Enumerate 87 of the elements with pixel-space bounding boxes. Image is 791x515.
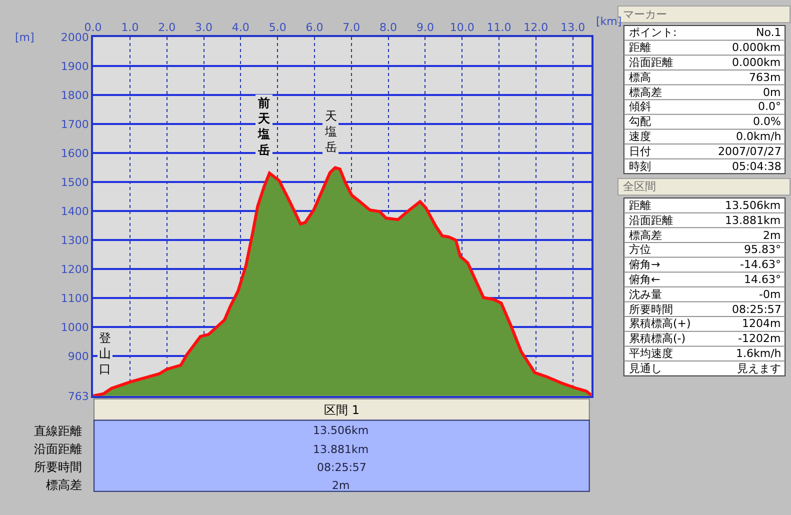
text: 全区間 (623, 180, 656, 193)
text: 所要時間 (629, 303, 673, 316)
x-tick-label: 5.0 (268, 20, 286, 34)
text: 0m (763, 86, 781, 99)
text: 13.881km (725, 214, 781, 227)
text: 0.000km (732, 56, 781, 69)
text: 13.506km (313, 424, 369, 437)
y-tick-label: 2000 (60, 31, 89, 44)
text: 13.506km (725, 199, 781, 212)
y-tick-label: 1100 (60, 292, 89, 306)
text: 方位 (629, 243, 651, 256)
y-tick-label: 763 (68, 390, 89, 403)
y-tick-label: 1000 (60, 321, 89, 334)
y-tick-label: 1600 (60, 147, 89, 160)
x-tick-label: 1.0 (121, 20, 139, 34)
text: 沿面距離 (629, 56, 673, 69)
text: 2m (763, 229, 781, 242)
text: 沈み量 (629, 288, 662, 301)
text: マーカー (623, 8, 667, 21)
text: ポイント: (629, 26, 677, 39)
x-axis-title: [km] (596, 15, 622, 28)
text: 区間 1 (324, 403, 360, 417)
y-axis-title: [m] (15, 31, 34, 44)
text: 見えます (737, 362, 781, 375)
text: 勾配 (629, 115, 651, 128)
text: 見通し (629, 362, 662, 375)
text: 0.000km (732, 41, 781, 54)
x-tick-label: 9.0 (416, 20, 434, 34)
text: 2007/07/27 (718, 145, 782, 158)
y-tick-label: 1200 (60, 263, 89, 276)
text: 95.83° (744, 243, 781, 256)
text: No.1 (756, 26, 782, 39)
text: 0.0km/h (736, 130, 782, 143)
text: 沿面距離 (629, 214, 673, 227)
text: 1204m (742, 317, 781, 330)
y-tick-label: 1300 (60, 234, 89, 248)
text: 標高差 (629, 229, 662, 242)
y-tick-label: 1500 (60, 176, 89, 190)
text: 0.0% (753, 115, 781, 128)
x-tick-label: 8.0 (380, 20, 398, 34)
text: 1.6km/h (736, 347, 782, 360)
text: 日付 (629, 145, 651, 158)
x-tick-label: 13.0 (560, 20, 586, 34)
x-tick-label: 11.0 (486, 20, 512, 34)
text: 標高差 (46, 478, 82, 492)
text: 累積標高(+) (629, 317, 691, 330)
text: 傾斜 (629, 100, 651, 113)
annotation: 前天塩岳 (257, 96, 271, 157)
text: 14.63° (744, 273, 781, 286)
text: 沿面距離 (34, 442, 82, 456)
text: 所要時間 (34, 460, 82, 474)
x-tick-label: 6.0 (306, 20, 324, 34)
text: 俯角← (629, 273, 660, 286)
x-tick-label: 2.0 (158, 20, 176, 34)
text: 累積標高(-) (629, 332, 686, 345)
text: 俯角→ (629, 258, 660, 271)
annotation: 天塩岳 (324, 109, 337, 154)
x-tick-label: 10.0 (450, 20, 474, 34)
x-tick-label: 0.0 (84, 20, 102, 34)
text: 時刻 (629, 160, 651, 173)
text: 08:25:57 (317, 461, 366, 474)
text: 距離 (629, 41, 651, 54)
x-tick-label: 12.0 (524, 20, 548, 34)
y-tick-label: 1800 (60, 89, 89, 102)
text: 05:04:38 (732, 160, 782, 173)
y-tick-label: 1900 (60, 60, 89, 74)
text: 距離 (629, 199, 651, 212)
text: -14.63° (740, 258, 781, 271)
x-tick-label: 3.0 (195, 20, 213, 34)
text: 13.881km (313, 443, 369, 456)
text: 直線距離 (34, 424, 82, 438)
text: -0m (759, 288, 781, 301)
annotation: 登山口 (99, 331, 111, 376)
x-tick-label: 4.0 (232, 20, 250, 34)
text: 763m (749, 71, 781, 84)
text: -1202m (738, 332, 781, 345)
text: 2m (332, 479, 350, 492)
text: 標高差 (629, 86, 662, 99)
x-tick-label: 7.0 (342, 20, 360, 34)
text: 標高 (629, 71, 651, 84)
y-tick-label: 1400 (60, 205, 89, 218)
text: 08:25:57 (732, 303, 782, 316)
text: 平均速度 (629, 347, 673, 360)
y-tick-label: 900 (68, 350, 89, 364)
y-tick-label: 1700 (60, 118, 89, 132)
text: 0.0° (758, 100, 781, 113)
text: 速度 (629, 130, 651, 143)
